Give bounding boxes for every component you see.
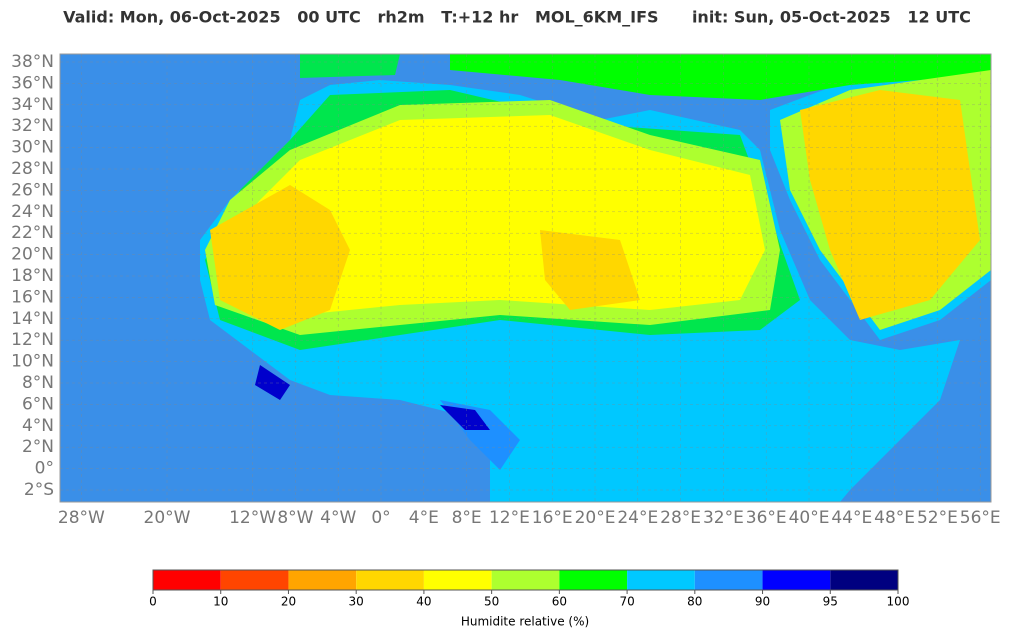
lon-label: 56°E — [960, 508, 1001, 528]
lat-label: 6°N — [22, 394, 54, 414]
colorbar-tick-label: 70 — [619, 595, 634, 609]
land — [540, 230, 640, 310]
lon-label: 8°W — [277, 508, 313, 528]
title: Valid: Mon, 06-Oct-2025 00 UTC rh2m T:+1… — [63, 8, 971, 27]
colorbar-tick-label: 80 — [687, 595, 702, 609]
colorbar-tick-label: 60 — [552, 595, 567, 609]
lon-label: 28°W — [58, 508, 105, 528]
lat-label: 30°N — [11, 138, 54, 158]
lon-label: 48°E — [874, 508, 915, 528]
lat-label: 4°N — [22, 416, 54, 436]
colorbar-segment — [423, 570, 492, 590]
lon-label: 44°E — [831, 508, 872, 528]
lon-label: 8°E — [452, 508, 482, 528]
colorbar-segment — [627, 570, 695, 590]
lat-label: 0° — [35, 459, 54, 479]
lat-label: 26°N — [11, 180, 54, 200]
lat-label: 20°N — [11, 245, 54, 265]
lat-label: 36°N — [11, 73, 54, 93]
lon-label: 4°W — [320, 508, 356, 528]
colorbar-segment — [491, 570, 560, 590]
lon-label: 20°W — [144, 508, 191, 528]
colorbar-frame — [152, 569, 899, 591]
lon-label: 32°E — [703, 508, 744, 528]
lon-label: 52°E — [917, 508, 958, 528]
colorbar-tick-label: 0 — [149, 595, 157, 609]
colorbar-tick-label: 90 — [755, 595, 770, 609]
colorbar-segment — [762, 570, 831, 590]
map-frame — [59, 53, 992, 503]
colorbar-segment — [220, 570, 289, 590]
lon-label: 12°E — [489, 508, 530, 528]
colorbar-tick-label: 30 — [349, 595, 364, 609]
colorbar-tick-label: 50 — [484, 595, 499, 609]
colorbar-segment — [694, 570, 763, 590]
land — [450, 54, 991, 100]
colorbar-tick-label: 20 — [281, 595, 296, 609]
map — [60, 54, 991, 502]
lon-label: 40°E — [789, 508, 830, 528]
lat-label: 24°N — [11, 202, 54, 222]
lat-label: 12°N — [11, 330, 54, 350]
lon-label: 0° — [371, 508, 390, 528]
land — [800, 90, 980, 320]
lat-label: 10°N — [11, 352, 54, 372]
colorbar-segment — [830, 570, 898, 590]
lat-label: 2°N — [22, 437, 54, 457]
colorbar-label: Humidite relative (%) — [461, 615, 589, 629]
lon-label: 16°E — [532, 508, 573, 528]
colorbar-segment — [559, 570, 628, 590]
land — [210, 185, 350, 330]
lat-label: 38°N — [11, 52, 54, 72]
lat-label: 34°N — [11, 95, 54, 115]
colorbar-tick-label: 10 — [213, 595, 228, 609]
lat-label: 16°N — [11, 287, 54, 307]
lon-label: 4°E — [409, 508, 439, 528]
lon-label: 28°E — [660, 508, 701, 528]
lat-label: 8°N — [22, 373, 54, 393]
lat-label: 28°N — [11, 159, 54, 179]
land — [255, 365, 290, 400]
lat-label: 22°N — [11, 223, 54, 243]
colorbar-segment — [288, 570, 357, 590]
colorbar-tick-label: 95 — [823, 595, 838, 609]
land — [440, 405, 490, 430]
colorbar-segment — [356, 570, 424, 590]
colorbar-tick-label: 100 — [887, 595, 910, 609]
lat-label: 14°N — [11, 309, 54, 329]
colorbar-tick-label: 40 — [416, 595, 431, 609]
lon-label: 24°E — [617, 508, 658, 528]
lat-label: 32°N — [11, 116, 54, 136]
lon-label: 12°W — [229, 508, 276, 528]
colorbar-segment — [153, 570, 221, 590]
lon-label: 36°E — [746, 508, 787, 528]
graticule — [60, 54, 991, 502]
land — [300, 54, 400, 78]
land — [225, 115, 765, 315]
lat-label: 18°N — [11, 266, 54, 286]
lat-label: 2°S — [24, 480, 54, 500]
lon-label: 20°E — [575, 508, 616, 528]
